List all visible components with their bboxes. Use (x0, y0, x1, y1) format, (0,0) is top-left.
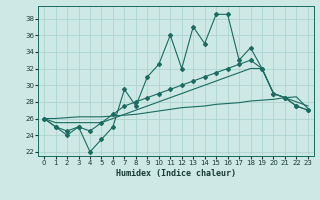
X-axis label: Humidex (Indice chaleur): Humidex (Indice chaleur) (116, 169, 236, 178)
